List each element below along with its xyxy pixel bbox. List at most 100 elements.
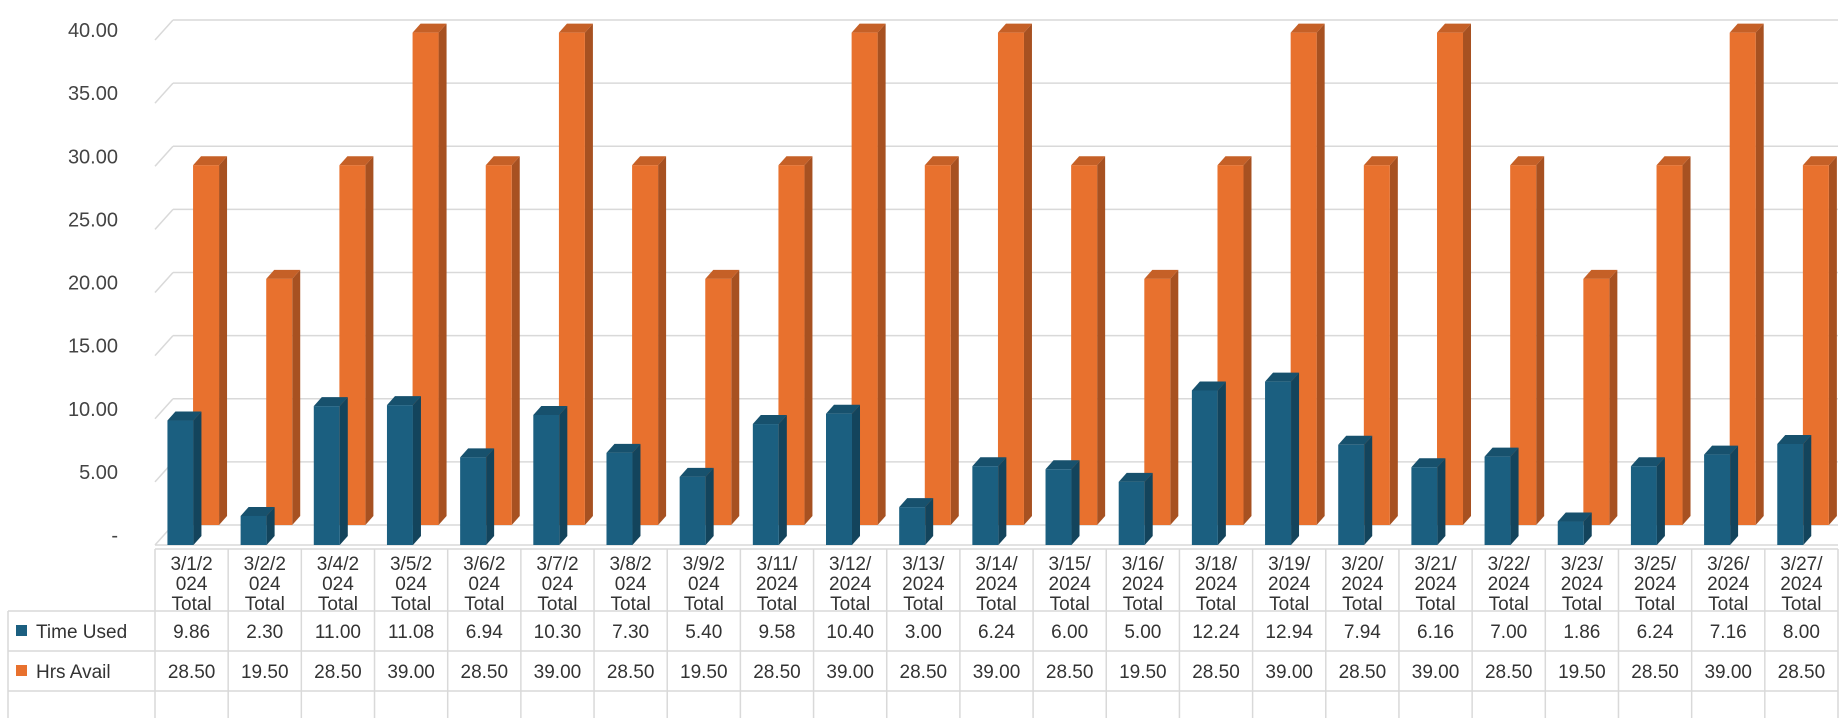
category-label: 024: [468, 574, 500, 595]
bar-hrs-avail-top: [193, 156, 228, 166]
bar-hrs-avail: [1729, 23, 1764, 525]
bar-hrs-avail-top: [851, 23, 886, 33]
data-table-value: 6.16: [1417, 622, 1454, 643]
bar-hrs-avail-side: [1828, 156, 1837, 525]
bar-hrs-avail-top: [266, 269, 301, 279]
bar-hrs-avail-top: [924, 156, 959, 166]
bar-time-used-front: [313, 406, 340, 545]
data-table-value: 9.86: [173, 622, 210, 643]
bar-hrs-avail-top: [1290, 23, 1325, 33]
category-label: 2024: [1414, 574, 1457, 595]
y-tick-label: -: [111, 525, 118, 547]
category-label: 3/5/2: [390, 554, 432, 575]
bar-time-used: [240, 506, 275, 545]
category-label: 3/9/2: [683, 554, 725, 575]
bar-hrs-avail-side: [1609, 269, 1618, 525]
bar-hrs-avail-top: [558, 23, 593, 33]
category-label: Total: [976, 594, 1016, 615]
data-table-value: 9.58: [758, 622, 795, 643]
data-table-value: 28.50: [1339, 662, 1387, 683]
bar-time-used-front: [167, 420, 194, 545]
data-table-value: 10.30: [534, 622, 582, 643]
bar-time-used-side: [1291, 372, 1300, 545]
bar-time-used-top: [1630, 457, 1665, 467]
bar-time-used: [313, 397, 348, 545]
bar-hrs-avail-front: [1729, 32, 1756, 525]
gridline-diag: [154, 19, 174, 41]
category-label: 2024: [1341, 574, 1384, 595]
data-table-value: 12.94: [1265, 622, 1313, 643]
bar-hrs-avail-side: [1682, 156, 1691, 525]
bar-time-used-top: [752, 415, 787, 425]
data-table-value: 39.00: [387, 662, 435, 683]
bar-hrs-avail-front: [1583, 278, 1610, 525]
data-table-value: 39.00: [1704, 662, 1752, 683]
bar-hrs-avail-side: [877, 23, 886, 525]
bar-hrs-avail-top: [1802, 156, 1837, 166]
category-label: Total: [1196, 594, 1236, 615]
y-tick-label: 5.00: [79, 462, 118, 484]
bar-time-used-front: [1191, 390, 1218, 545]
category-label: 2024: [1268, 574, 1311, 595]
bar-time-used: [1777, 435, 1812, 545]
bars: [167, 23, 1837, 545]
data-table-value: 19.50: [241, 662, 289, 683]
bar-hrs-avail: [1583, 269, 1618, 525]
category-label: Total: [1708, 594, 1748, 615]
gridline-diag: [154, 398, 174, 420]
bar-hrs-avail-side: [804, 156, 813, 525]
category-label: Total: [1415, 594, 1455, 615]
data-table-value: 19.50: [1558, 662, 1606, 683]
y-tick-label: 35.00: [68, 83, 118, 105]
bar-hrs-avail: [1144, 269, 1179, 525]
bar-time-used-side: [925, 498, 934, 545]
category-label: 024: [615, 574, 647, 595]
bar-time-used-front: [972, 466, 999, 545]
bar-time-used-top: [1338, 435, 1373, 445]
category-label: 3/23/: [1561, 554, 1604, 575]
bar-time-used-side: [559, 405, 568, 545]
category-label: 3/15/: [1049, 554, 1092, 575]
data-table: 3/1/2024Total3/2/2024Total3/4/2024Total3…: [7, 548, 1839, 718]
bar-hrs-avail-side: [292, 269, 301, 525]
gridline-diag: [154, 145, 174, 167]
bar-time-used-top: [1484, 447, 1519, 457]
bar-time-used: [899, 498, 934, 545]
category-label: Total: [1489, 594, 1529, 615]
data-table-value: 7.16: [1710, 622, 1747, 643]
data-table-value: 28.50: [1631, 662, 1679, 683]
legend-key: [16, 665, 27, 676]
bar-hrs-avail-side: [1389, 156, 1398, 525]
bar-hrs-avail-top: [1656, 156, 1691, 166]
bar-hrs-avail-top: [339, 156, 374, 166]
bar-hrs-avail-side: [731, 269, 740, 525]
data-table-value: 6.24: [978, 622, 1015, 643]
data-table-value: 28.50: [1046, 662, 1094, 683]
category-label: 2024: [1122, 574, 1165, 595]
data-table-value: 12.24: [1192, 622, 1240, 643]
bar-hrs-avail-side: [1463, 23, 1472, 525]
bar-hrs-avail-front: [266, 278, 293, 525]
category-label: 2024: [1780, 574, 1823, 595]
category-label: Total: [1635, 594, 1675, 615]
category-label: Total: [391, 594, 431, 615]
category-label: 3/22/: [1488, 554, 1531, 575]
bar-hrs-avail-front: [1437, 32, 1464, 525]
bar-hrs-avail-top: [1071, 156, 1106, 166]
bar-time-used-top: [826, 404, 861, 414]
bar-hrs-avail-top: [1363, 156, 1398, 166]
category-label: 3/2/2: [244, 554, 286, 575]
bar-hrs-avail-top: [412, 23, 447, 33]
bar-time-used-top: [240, 506, 275, 516]
bar-hrs-avail-top: [485, 156, 520, 166]
bar-hrs-avail-side: [1097, 156, 1106, 525]
bar-hrs-avail-front: [924, 165, 951, 525]
bar-hrs-avail-side: [584, 23, 593, 525]
category-label: 2024: [902, 574, 945, 595]
bar-time-used: [1191, 381, 1226, 545]
bar-time-used: [533, 405, 568, 545]
data-table-value: 39.00: [826, 662, 874, 683]
data-table-value: 28.50: [753, 662, 801, 683]
category-label: Total: [611, 594, 651, 615]
data-table-value: 2.30: [246, 622, 283, 643]
